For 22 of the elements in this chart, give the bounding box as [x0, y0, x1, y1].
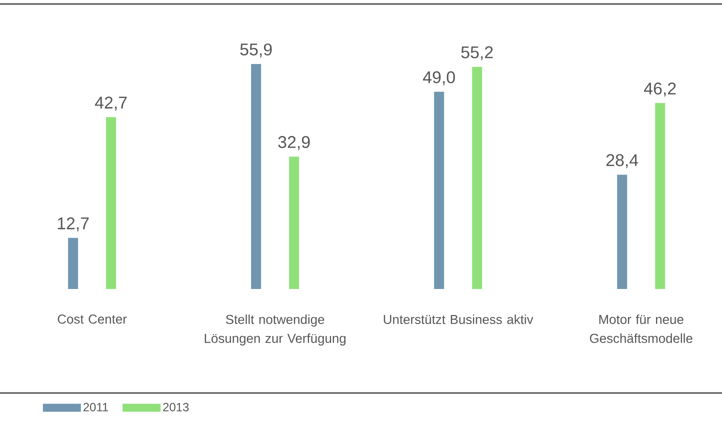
- data-label: 28,4: [606, 154, 638, 168]
- bar: [617, 174, 628, 290]
- x-tick-label: Cost Center: [58, 314, 127, 324]
- data-label: 49,0: [423, 71, 455, 86]
- x-tick-label: Stellt notwendige Lösungen zur Verfügung: [204, 314, 346, 346]
- bar: [655, 103, 666, 290]
- legend-label: 2013: [163, 402, 189, 412]
- bar: [68, 238, 78, 290]
- legend-label: 2011: [83, 402, 108, 412]
- x-tick-label: Unterstützt Business aktiv: [384, 314, 534, 324]
- data-label: 12,7: [58, 217, 89, 232]
- bar: [472, 66, 482, 290]
- x-tick-label: Motor für neue Geschäftsmodelle: [590, 314, 692, 343]
- bar: [434, 92, 444, 290]
- bar: [106, 117, 116, 290]
- bar: [289, 156, 300, 290]
- data-label: 32,9: [278, 136, 310, 150]
- bar: [251, 64, 262, 290]
- data-label: 42,7: [94, 96, 127, 111]
- data-label: 55,9: [240, 43, 272, 58]
- data-label: 46,2: [644, 82, 676, 97]
- data-label: 55,2: [461, 46, 493, 60]
